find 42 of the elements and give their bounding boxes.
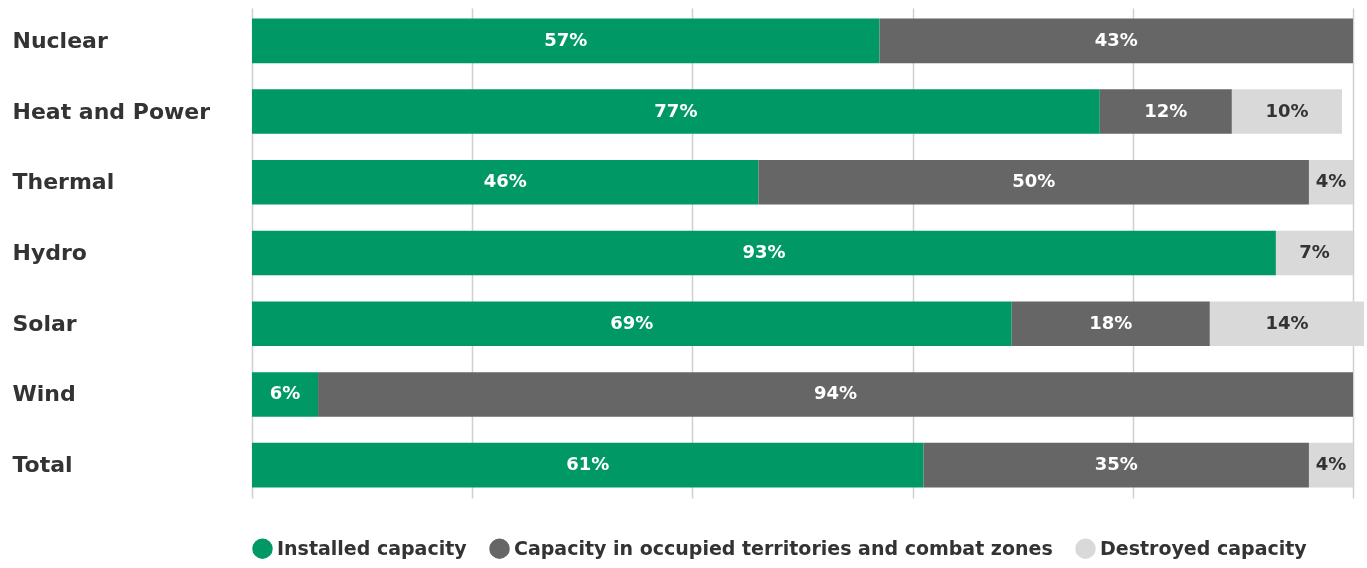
- bar: [1231, 89, 1342, 134]
- y-tick-label: Nuclear: [12, 27, 108, 53]
- bar: [252, 372, 319, 417]
- y-tick-label: Thermal: [12, 169, 115, 195]
- data-label: 43%: [1094, 28, 1138, 50]
- bar: [252, 442, 924, 488]
- y-tick-label: Solar: [12, 310, 77, 336]
- data-label: 93%: [742, 241, 786, 262]
- legend-label: Capacity in occupied territories and combat zones: [514, 536, 1053, 559]
- bar: [252, 89, 1100, 134]
- bar: [879, 18, 1353, 64]
- data-label: 4%: [1315, 170, 1347, 192]
- data-label: 10%: [1265, 99, 1309, 121]
- bar: [252, 160, 759, 205]
- data-label: 69%: [610, 311, 654, 333]
- legend-label: Installed capacity: [277, 536, 468, 559]
- y-tick-label: Heat and Power: [12, 98, 211, 124]
- data-label: 57%: [544, 28, 588, 50]
- data-label: 18%: [1089, 311, 1133, 333]
- data-label: 77%: [654, 99, 698, 121]
- bar: [923, 442, 1309, 488]
- data-label: 14%: [1265, 311, 1309, 333]
- bar: [1011, 301, 1210, 346]
- bar: [252, 301, 1012, 346]
- data-label: 35%: [1094, 453, 1138, 475]
- data-label: 12%: [1144, 99, 1188, 121]
- bar: [252, 230, 1276, 276]
- data-label: 50%: [1012, 170, 1056, 192]
- y-tick-label: Total: [12, 452, 73, 478]
- bar: [758, 160, 1309, 205]
- data-label: 61%: [566, 453, 610, 475]
- data-label: 46%: [483, 170, 527, 192]
- bar: [252, 18, 880, 64]
- y-tick-label: Hydro: [12, 240, 87, 265]
- data-label: 7%: [1299, 241, 1330, 262]
- bar: [318, 372, 1353, 417]
- y-tick-label: Wind: [12, 381, 76, 407]
- data-label: 6%: [269, 382, 301, 404]
- data-label: 4%: [1315, 453, 1347, 475]
- bar: [1099, 89, 1232, 134]
- data-label: 94%: [813, 382, 858, 404]
- legend-label: Destroyed capacity: [1100, 536, 1308, 559]
